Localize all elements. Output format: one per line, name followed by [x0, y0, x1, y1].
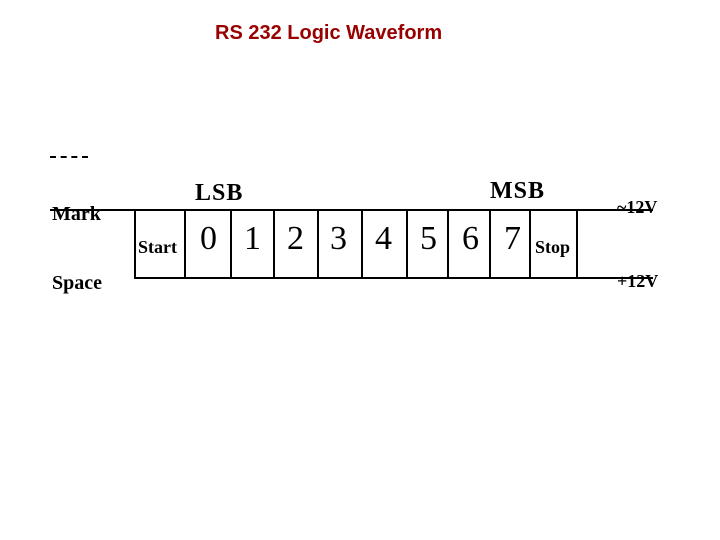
- waveform-svg: [50, 140, 670, 300]
- diagram-title: RS 232 Logic Waveform: [215, 22, 442, 45]
